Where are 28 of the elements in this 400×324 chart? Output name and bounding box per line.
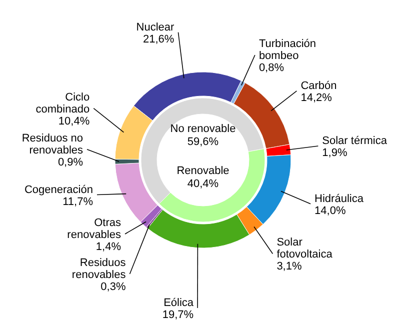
data-label: 0,9% [58, 156, 84, 168]
slice-label: Cogeneración [24, 184, 93, 196]
slice-label: Hidráulica [314, 192, 364, 205]
data-label: 1,9% [322, 146, 348, 159]
data-label: 3,1% [276, 260, 302, 273]
data-label: 11,7% [62, 196, 94, 208]
data-label: 21,6% [143, 33, 174, 46]
slice-label: Solar fotovoltaica [276, 236, 334, 261]
slice-label: Nuclear [136, 21, 175, 34]
slice-label: Renovable [176, 165, 230, 177]
slice-label: Residuos no renovables [22, 132, 84, 156]
slice-label: Ciclo combinado [36, 91, 90, 116]
slice-label: Residuos renovables [72, 257, 126, 281]
data-label: 19,7% [162, 309, 194, 321]
data-label: 10,4% [58, 115, 90, 128]
data-label: 1,4% [96, 241, 122, 253]
data-label: 40,4% [187, 178, 219, 190]
data-label: 59,6% [187, 136, 219, 148]
slice-label: Solar térmica [322, 134, 388, 147]
data-label: 0,3% [100, 281, 126, 293]
slice-label: Carbón [300, 80, 337, 92]
slice-label: Otras renovables [67, 217, 122, 241]
slice-label: Turbinación bombeo [258, 38, 316, 62]
slice-label: No renovable [170, 123, 236, 135]
slice-label: Eólica [164, 297, 194, 309]
data-label: 0,8% [258, 62, 284, 74]
data-label: 14,2% [300, 92, 332, 104]
data-label: 14,0% [314, 204, 346, 217]
